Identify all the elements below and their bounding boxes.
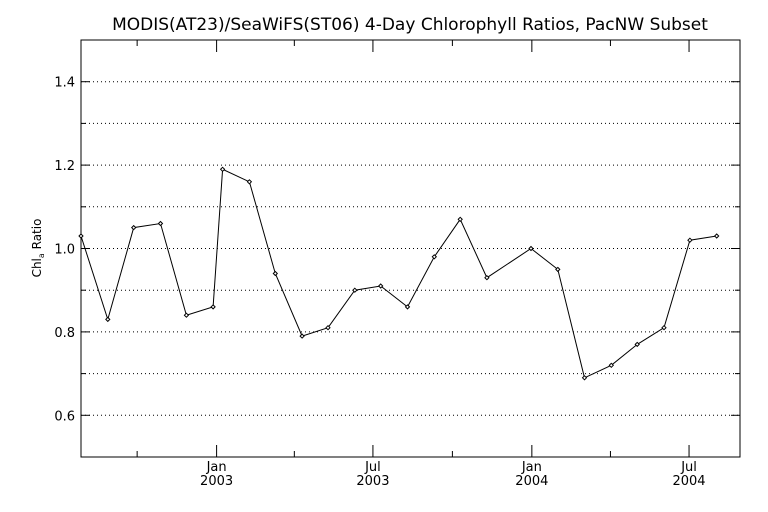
data-point	[528, 245, 534, 252]
data-point	[713, 233, 720, 239]
y-axis-label-subscript: a	[37, 253, 46, 258]
y-axis-label-main: Chl	[30, 258, 44, 277]
data-point	[352, 287, 358, 293]
axis-ticks	[81, 40, 740, 457]
x-tick-label-month: Jul	[364, 460, 381, 475]
data-point	[404, 304, 411, 310]
data-point	[608, 362, 615, 369]
chart-title: MODIS(AT23)/SeaWiFS(ST06) 4-Day Chloroph…	[112, 15, 708, 35]
x-tick-label-month: Jul	[680, 460, 697, 475]
data-point	[484, 274, 490, 281]
series-line	[80, 168, 717, 379]
data-point	[661, 324, 667, 331]
data-point	[325, 324, 331, 331]
data-point	[78, 233, 84, 239]
data-point	[105, 316, 111, 323]
data-point	[555, 266, 561, 273]
data-point	[377, 283, 384, 289]
x-tick-label-year: 2003	[356, 474, 389, 489]
data-point	[581, 375, 588, 381]
data-point	[157, 220, 164, 227]
x-tick-label-year: 2004	[672, 474, 705, 489]
data-point	[431, 254, 438, 260]
data-point	[219, 166, 226, 173]
y-tick-label: 1.4	[54, 76, 75, 91]
data-point	[246, 179, 253, 185]
tick-labels: 0.60.81.01.21.4Jan2003Jul2003Jan2004Jul2…	[54, 76, 705, 489]
x-tick-label-year: 2003	[200, 474, 233, 489]
data-point	[457, 216, 463, 223]
series	[78, 166, 720, 381]
y-axis-label: Chla Ratio	[30, 219, 46, 278]
x-tick-label-month: Jan	[521, 460, 542, 475]
data-point	[210, 304, 216, 310]
y-tick-label: 0.8	[54, 326, 75, 341]
data-point	[272, 270, 279, 277]
data-point	[687, 237, 693, 243]
data-point	[634, 341, 640, 348]
y-axis-label-tail: Ratio	[30, 219, 44, 254]
y-tick-label: 0.6	[54, 409, 75, 424]
y-tick-label: 1.0	[54, 243, 75, 258]
data-point	[183, 312, 190, 318]
data-point	[299, 333, 305, 339]
grid-lines	[81, 81, 740, 416]
x-tick-label-year: 2004	[515, 474, 548, 489]
y-tick-label: 1.2	[54, 159, 75, 174]
data-point	[130, 224, 137, 231]
x-tick-label-month: Jan	[206, 460, 227, 475]
